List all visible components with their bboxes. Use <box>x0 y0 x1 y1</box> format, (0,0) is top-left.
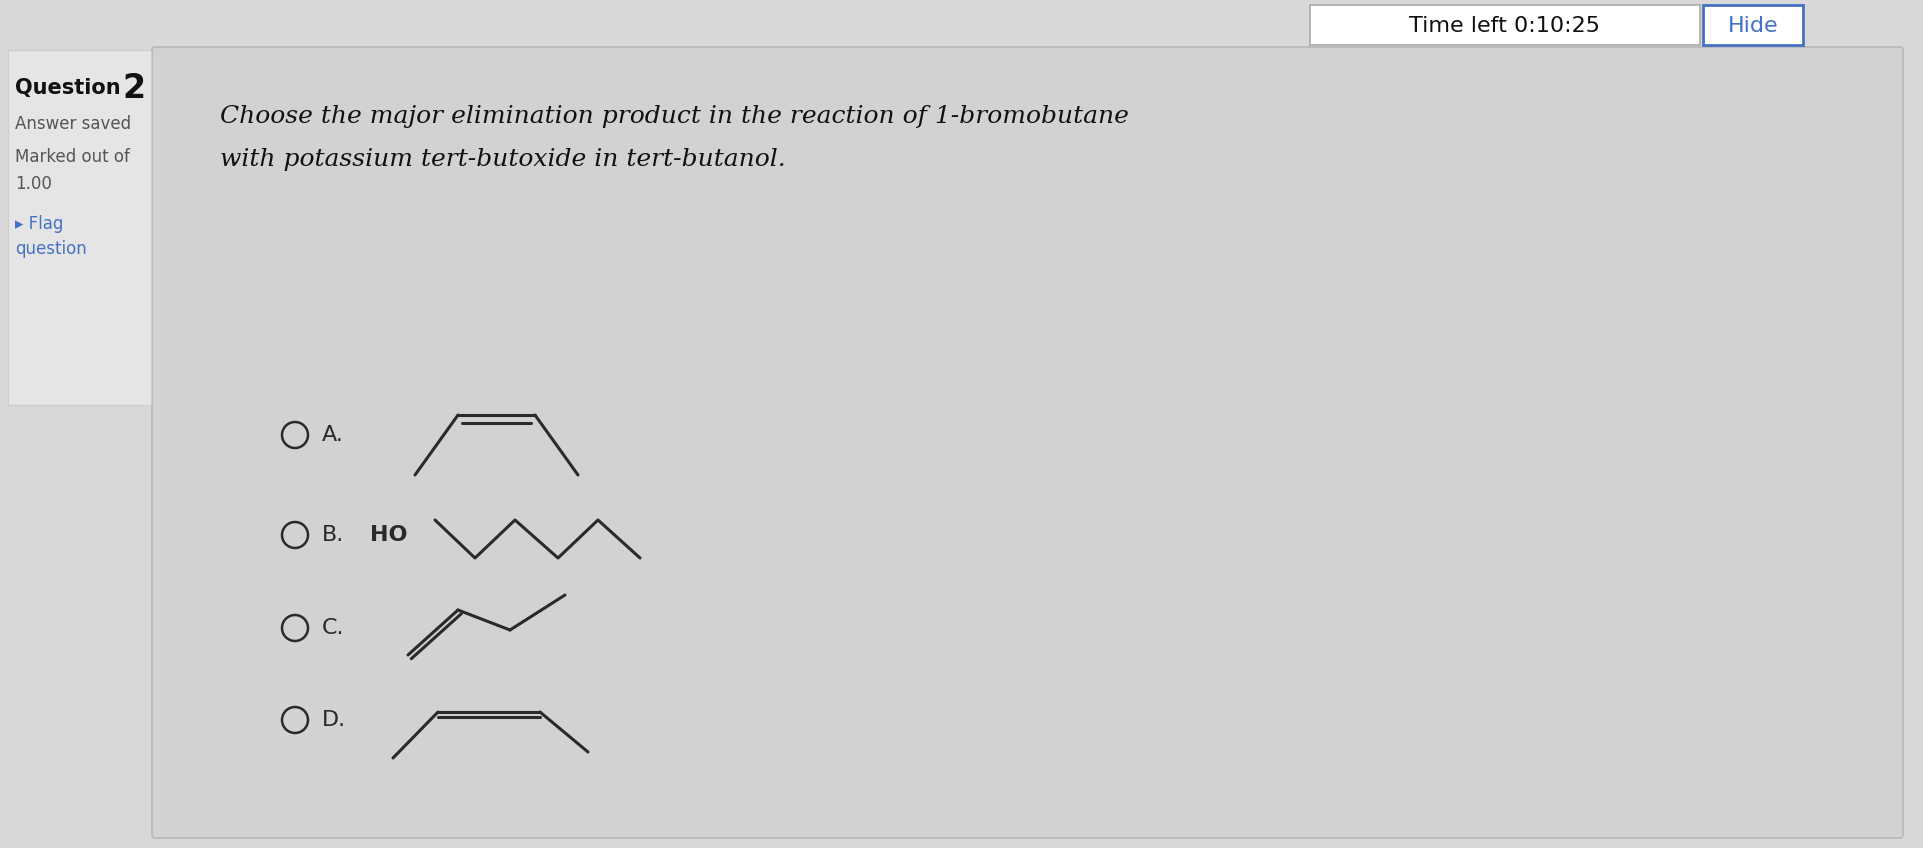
FancyBboxPatch shape <box>152 47 1902 838</box>
FancyBboxPatch shape <box>1310 5 1700 45</box>
Text: Time left 0:10:25: Time left 0:10:25 <box>1410 16 1600 36</box>
Text: D.: D. <box>321 710 346 730</box>
Text: A.: A. <box>321 425 344 445</box>
Text: HO: HO <box>369 525 408 545</box>
Text: question: question <box>15 240 87 258</box>
Text: Hide: Hide <box>1727 16 1777 36</box>
FancyBboxPatch shape <box>1702 5 1802 45</box>
Text: with potassium tert-butoxide in tert-butanol.: with potassium tert-butoxide in tert-but… <box>219 148 785 171</box>
Text: Question: Question <box>15 78 127 98</box>
Text: C.: C. <box>321 618 344 638</box>
FancyBboxPatch shape <box>8 50 150 405</box>
Text: Answer saved: Answer saved <box>15 115 131 133</box>
Text: Marked out of: Marked out of <box>15 148 131 166</box>
Text: 2: 2 <box>121 72 144 105</box>
Text: B.: B. <box>321 525 344 545</box>
Text: Choose the major elimination product in the reaction of 1-bromobutane: Choose the major elimination product in … <box>219 105 1129 128</box>
Text: 1.00: 1.00 <box>15 175 52 193</box>
Text: ▸ Flag: ▸ Flag <box>15 215 63 233</box>
